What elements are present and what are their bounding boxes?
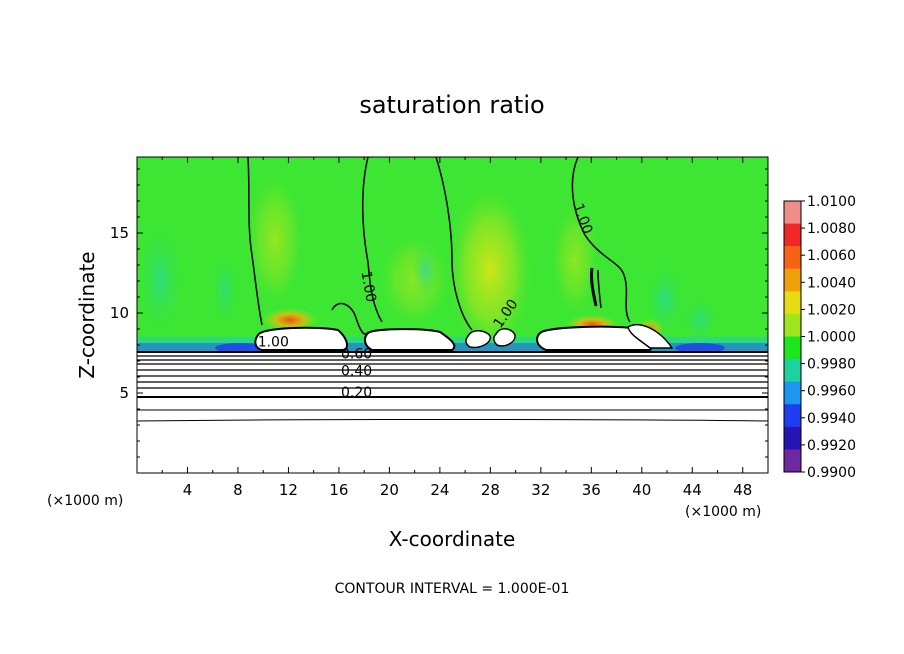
x-tick-label: 44 — [683, 481, 702, 499]
x-tick-label: 40 — [632, 481, 651, 499]
colorbar-swatch — [784, 404, 801, 428]
contour-line — [361, 157, 383, 323]
x-axis: 4 8 12 16 20 24 28 32 36 40 44 48 — [136, 157, 769, 499]
dry-patch — [137, 220, 185, 340]
contour-line — [247, 157, 263, 326]
plot-field — [137, 157, 768, 473]
cloud-body — [363, 328, 456, 351]
x-tick-label: 24 — [430, 481, 449, 499]
colorbar: 1.0100 1.0080 1.0060 1.0040 1.0020 1.0000 0.99… — [783, 194, 856, 481]
x-tick-label: 28 — [481, 481, 500, 499]
y-tick-label: 5 — [119, 384, 129, 402]
colorbar-label: 1.0060 — [807, 248, 856, 264]
colorbar-label: 0.9900 — [807, 465, 856, 481]
cloud-fragment — [627, 324, 674, 349]
y-unit-label: (×1000 m) — [685, 504, 761, 520]
subsaturated-region — [137, 351, 768, 473]
x-tick-label: 8 — [233, 481, 243, 499]
y-axis-title: Z-coordinate — [75, 251, 99, 378]
cloud-fragment — [465, 330, 491, 349]
moist-plume — [245, 170, 305, 310]
colorbar-swatch — [784, 313, 801, 337]
contour-line — [571, 157, 631, 323]
x-tick-label: 36 — [582, 481, 601, 499]
x-axis-title: X-coordinate — [389, 527, 516, 551]
contour-interval-note: CONTOUR INTERVAL = 1.000E-01 — [335, 581, 570, 597]
colorbar-label: 1.0000 — [807, 330, 856, 346]
colorbar-swatch — [784, 223, 801, 247]
colorbar-label: 0.9960 — [807, 384, 856, 400]
contour-line — [331, 302, 369, 335]
boundary-strip-cyan — [137, 337, 768, 343]
x-tick-label: 20 — [380, 481, 399, 499]
dry-edge — [215, 343, 265, 353]
contour-line — [137, 419, 768, 422]
colorbar-swatch — [784, 359, 801, 383]
y-axis: 5 10 15 — [110, 168, 768, 458]
contour-label: 1.00 — [358, 270, 379, 303]
colorbar-label: 1.0080 — [807, 221, 856, 237]
x-tick-label: 4 — [183, 481, 193, 499]
contour-label: 0.60 — [341, 347, 372, 363]
x-unit-label: (×1000 m) — [47, 493, 123, 509]
contour-label: 0.40 — [341, 363, 372, 379]
contour-line — [590, 267, 598, 307]
plot-frame — [136, 156, 769, 474]
x-tick-label: 48 — [733, 481, 752, 499]
contour-label: 1.00 — [258, 335, 289, 351]
colorbar-swatch — [784, 246, 801, 270]
chart-title: saturation ratio — [359, 91, 544, 119]
colorbar-swatch — [784, 381, 801, 405]
contour-line — [597, 269, 602, 309]
colorbar-label: 0.9920 — [807, 438, 856, 454]
cloud-body — [254, 326, 348, 351]
x-tick-label: 12 — [279, 481, 298, 499]
contour-label: 0.20 — [341, 385, 372, 401]
colorbar-label: 1.0040 — [807, 275, 856, 291]
y-tick-label: 15 — [110, 224, 129, 242]
x-tick-label: 32 — [531, 481, 550, 499]
dry-edge — [675, 343, 725, 353]
colorbar-swatch — [784, 426, 801, 450]
y-tick-label: 10 — [110, 304, 129, 322]
cloud-fragment — [493, 328, 516, 347]
dry-patch — [210, 250, 240, 330]
moist-plume — [445, 180, 535, 360]
colorbar-label: 0.9940 — [807, 411, 856, 427]
colorbar-swatch — [784, 201, 801, 225]
colorbar-swatch — [784, 291, 801, 315]
contour-line — [435, 157, 473, 331]
colorbar-label: 0.9980 — [807, 357, 856, 373]
dry-patch — [680, 295, 720, 345]
x-tick-label: 16 — [329, 481, 348, 499]
moist-plume — [550, 200, 600, 320]
colorbar-label: 1.0100 — [807, 194, 856, 210]
colorbar-swatch — [784, 449, 801, 473]
dry-patch — [411, 240, 439, 300]
supersat-cap — [262, 308, 318, 332]
colorbar-swatch — [784, 268, 801, 292]
colorbar-swatch — [784, 336, 801, 360]
colorbar-label: 1.0020 — [807, 302, 856, 318]
